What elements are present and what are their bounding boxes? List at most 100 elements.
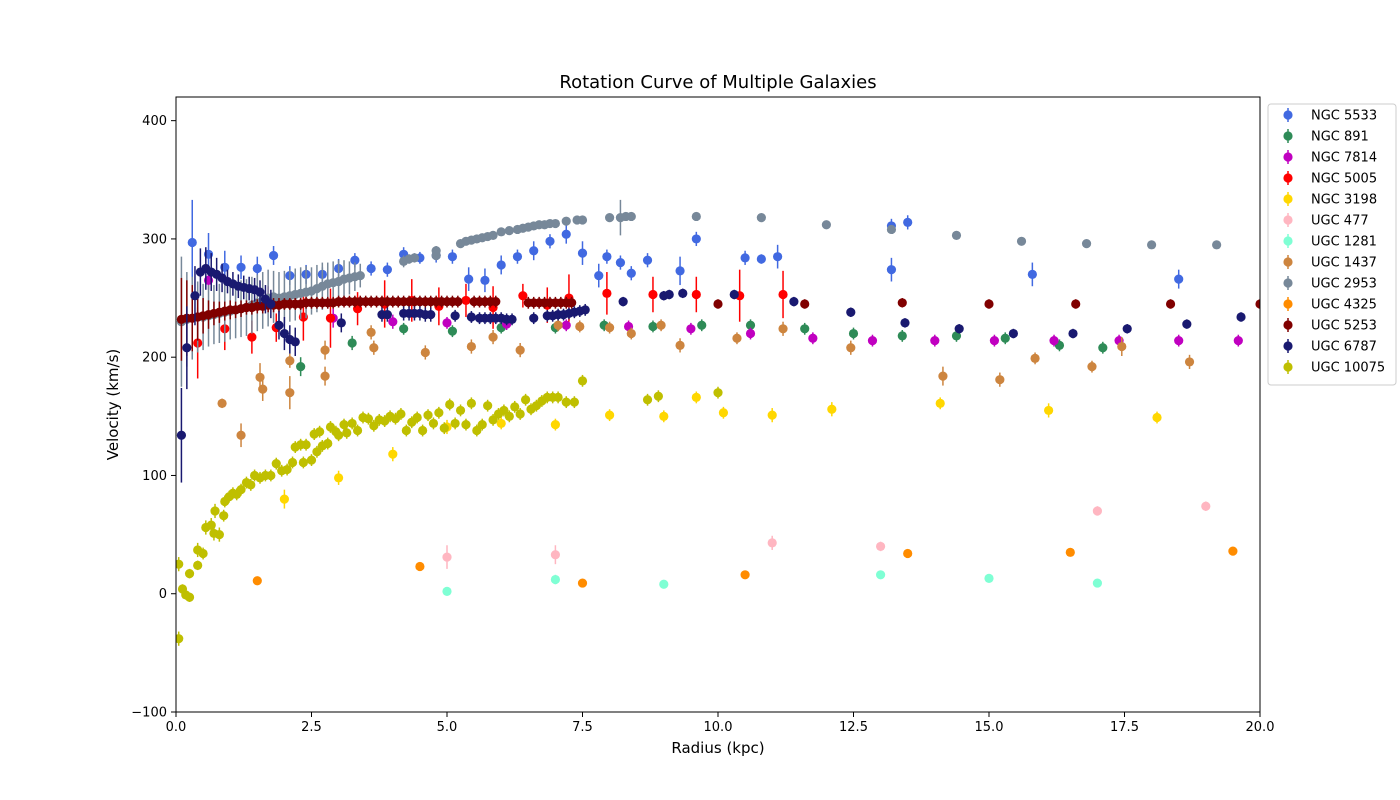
marker xyxy=(1212,240,1222,250)
marker xyxy=(642,395,653,405)
marker xyxy=(306,455,317,465)
data-point xyxy=(867,334,878,347)
marker xyxy=(740,253,750,263)
data-point xyxy=(550,218,561,229)
marker xyxy=(575,321,585,332)
legend-marker xyxy=(1283,299,1293,309)
data-point xyxy=(767,535,777,550)
data-point xyxy=(334,470,344,485)
data-point xyxy=(659,579,669,589)
marker xyxy=(618,297,628,307)
marker xyxy=(1174,274,1184,284)
legend-entry-ngc-3198: NGC 3198 xyxy=(1283,192,1377,208)
data-point xyxy=(718,406,729,419)
legend-label: UGC 10075 xyxy=(1311,361,1385,376)
data-point xyxy=(442,545,452,569)
data-point xyxy=(415,561,425,572)
marker xyxy=(1092,578,1102,588)
data-point xyxy=(1065,547,1075,557)
data-point xyxy=(182,306,192,390)
marker xyxy=(488,230,498,240)
data-point xyxy=(428,417,439,430)
data-point xyxy=(464,267,474,291)
marker xyxy=(252,576,262,586)
data-point xyxy=(567,296,577,309)
marker xyxy=(412,412,422,423)
marker xyxy=(193,560,203,570)
data-point xyxy=(219,509,229,522)
marker xyxy=(285,356,295,366)
marker xyxy=(219,511,229,521)
data-point xyxy=(339,418,349,431)
marker xyxy=(339,420,349,430)
marker xyxy=(675,340,685,350)
data-point xyxy=(745,327,756,340)
data-point xyxy=(938,366,948,386)
data-point xyxy=(1147,240,1157,250)
series-ugc-10075 xyxy=(176,374,723,646)
data-point xyxy=(800,299,810,309)
data-point xyxy=(412,411,422,424)
marker xyxy=(268,250,279,261)
legend-label: NGC 891 xyxy=(1311,130,1369,145)
legend-entry-ugc-5253: UGC 5253 xyxy=(1283,318,1377,334)
legend-label: UGC 1281 xyxy=(1311,235,1377,250)
data-point xyxy=(369,419,379,432)
data-point xyxy=(756,213,766,223)
data-point xyxy=(664,289,674,300)
marker xyxy=(298,457,308,468)
marker xyxy=(217,398,227,408)
marker xyxy=(550,218,561,229)
data-point xyxy=(602,272,612,315)
marker xyxy=(282,464,292,475)
data-point xyxy=(1016,236,1027,246)
marker xyxy=(366,263,376,274)
marker xyxy=(675,266,685,276)
marker xyxy=(466,398,476,408)
marker xyxy=(366,327,376,337)
data-point xyxy=(553,319,563,332)
marker xyxy=(553,392,563,403)
marker xyxy=(214,529,224,540)
marker xyxy=(255,287,265,297)
data-point xyxy=(740,250,750,265)
marker xyxy=(550,420,561,430)
marker xyxy=(1081,239,1092,249)
data-point xyxy=(767,408,777,423)
marker xyxy=(182,343,192,353)
series-ugc-5253 xyxy=(176,277,1260,361)
marker xyxy=(488,332,498,342)
marker xyxy=(1165,299,1176,309)
data-point xyxy=(518,283,528,308)
marker xyxy=(287,457,298,468)
data-point xyxy=(355,263,365,288)
marker xyxy=(352,425,363,436)
data-point xyxy=(1236,312,1246,322)
data-point xyxy=(691,276,701,313)
marker xyxy=(496,418,506,429)
marker xyxy=(897,331,907,341)
data-point xyxy=(312,445,322,458)
marker xyxy=(512,252,523,262)
marker xyxy=(886,224,897,235)
marker xyxy=(756,213,766,223)
marker xyxy=(274,320,284,330)
data-point xyxy=(382,262,392,277)
data-point xyxy=(577,241,588,265)
marker xyxy=(550,574,561,585)
y-tick-label: −100 xyxy=(131,706,167,721)
y-tick-label: 100 xyxy=(142,469,167,484)
marker xyxy=(176,634,184,644)
marker xyxy=(951,331,962,341)
marker xyxy=(848,328,859,339)
data-point xyxy=(504,410,514,423)
y-tick-label: 0 xyxy=(159,587,167,602)
marker xyxy=(472,425,482,436)
data-point xyxy=(176,631,184,646)
legend-entry-ugc-6787: UGC 6787 xyxy=(1283,339,1377,355)
data-point xyxy=(301,438,311,451)
data-point xyxy=(488,329,498,345)
marker xyxy=(1000,333,1010,343)
data-point xyxy=(366,325,376,340)
y-tick-label: 300 xyxy=(142,232,167,247)
